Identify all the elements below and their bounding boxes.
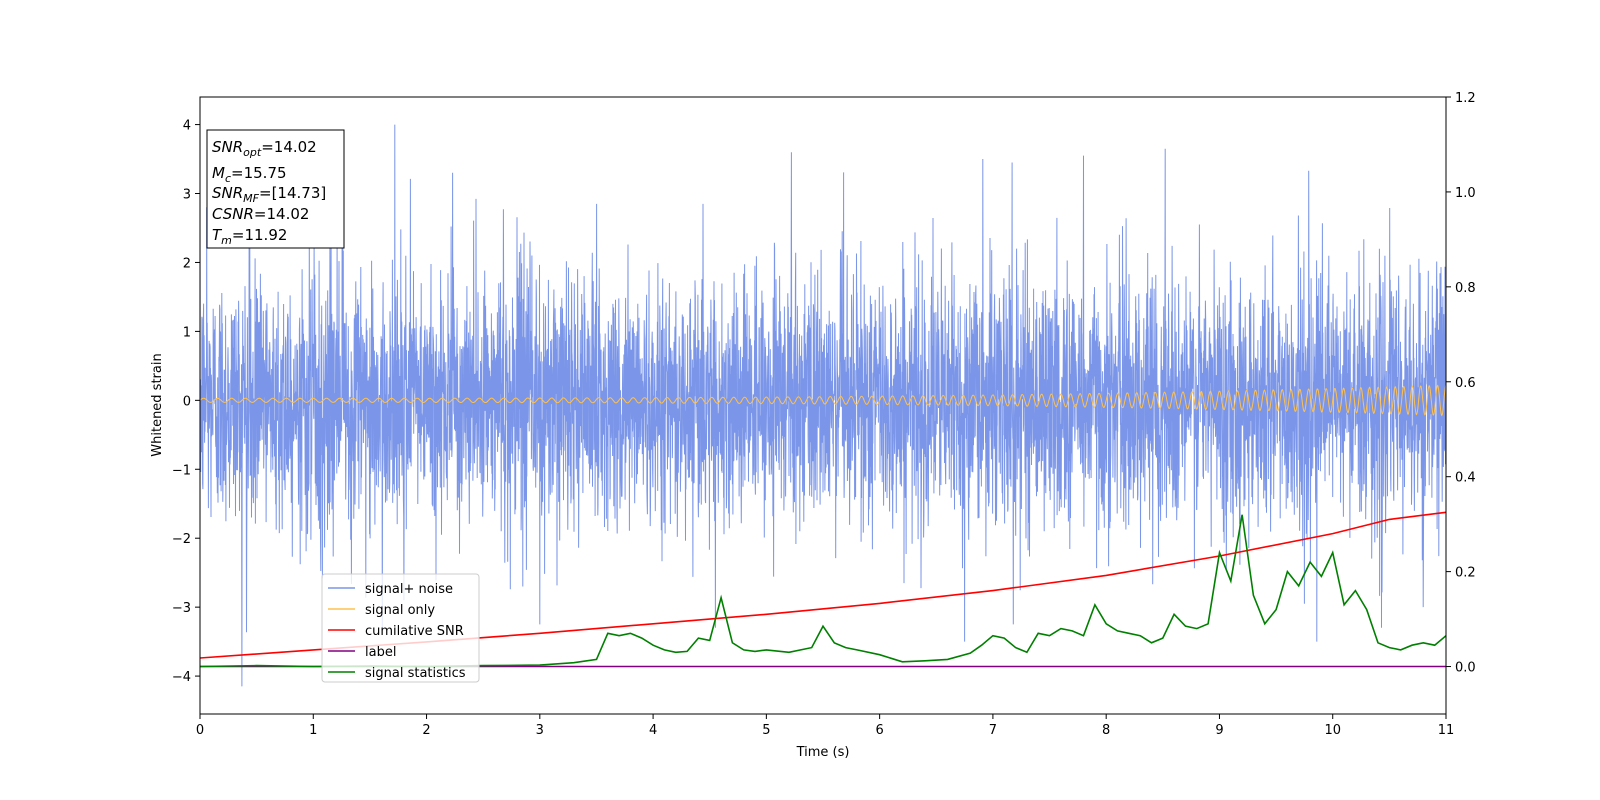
y-tick-label: −1 — [172, 463, 191, 478]
y-tick-label: 4 — [183, 119, 191, 134]
info-variable: SNR — [212, 184, 243, 202]
x-axis-label: Time (s) — [796, 745, 850, 760]
y2-tick-label: 0.6 — [1455, 376, 1476, 391]
x-tick-label: 7 — [989, 723, 997, 738]
legend-label-cumilative-snr: cumilative SNR — [365, 624, 464, 639]
x-tick-label: 6 — [875, 723, 883, 738]
info-row: SNRopt=14.02 — [212, 138, 317, 159]
x-tick-label: 0 — [196, 723, 204, 738]
y-tick-label: −2 — [172, 532, 191, 547]
legend-label-label: label — [365, 645, 396, 660]
y-tick-label: −4 — [172, 670, 191, 685]
y-tick-label: 1 — [183, 325, 191, 340]
legend-label-signal-statistics: signal statistics — [365, 666, 466, 681]
y2-tick-label: 1.2 — [1455, 91, 1476, 106]
series-line-signal-noise — [200, 124, 1446, 687]
info-variable: CSNR — [212, 205, 254, 223]
info-subscript: m — [221, 234, 232, 247]
x-tick-label: 1 — [309, 723, 317, 738]
x-tick-label: 9 — [1215, 723, 1223, 738]
info-subscript: opt — [243, 146, 262, 159]
y-tick-label: −3 — [172, 601, 191, 616]
x-tick-label: 8 — [1102, 723, 1110, 738]
legend-frame — [321, 573, 480, 683]
info-row: CSNR=14.02 — [212, 205, 309, 223]
info-row: Mc=15.75 — [212, 164, 287, 185]
y2-tick-label: 0.4 — [1455, 471, 1476, 486]
info-subscript: c — [225, 172, 231, 185]
info-value: =[14.73] — [259, 184, 326, 202]
info-value: =14.02 — [254, 205, 310, 223]
legend-label-signal-noise: signal+ noise — [365, 582, 453, 597]
y-tick-label: 2 — [183, 256, 191, 271]
x-tick-label: 10 — [1324, 723, 1341, 738]
y-axis-label: Whitened strain — [150, 353, 165, 456]
y-tick-label: 0 — [183, 394, 191, 409]
info-box: SNRopt=14.02Mc=15.75SNRMF=[14.73]CSNR=14… — [206, 129, 345, 249]
y2-tick-label: 0.0 — [1455, 661, 1476, 676]
legend: signal+ noise signal only cumilative SNR la… — [321, 573, 480, 683]
x-tick-label: 3 — [536, 723, 544, 738]
info-value: =15.75 — [231, 164, 287, 182]
info-variable: M — [212, 164, 225, 182]
x-tick-label: 2 — [422, 723, 430, 738]
y2-tick-label: 1.0 — [1455, 186, 1476, 201]
x-tick-label: 5 — [762, 723, 770, 738]
x-tick-label: 11 — [1438, 723, 1455, 738]
info-variable: T — [212, 226, 223, 244]
y2-tick-label: 0.2 — [1455, 566, 1476, 581]
y2-tick-label: 0.8 — [1455, 281, 1476, 296]
legend-label-signal-only: signal only — [365, 603, 435, 618]
info-box-frame — [206, 129, 345, 249]
info-row: Tm=11.92 — [212, 226, 287, 247]
info-variable: SNR — [212, 138, 243, 156]
y-axis-right: 0.0 0.2 0.4 0.6 0.8 1.0 1.2 — [1446, 91, 1476, 676]
x-axis: 0 1 2 3 4 5 6 7 8 9 10 11 — [196, 714, 1454, 738]
y-axis-left: −4 −3 −2 −1 0 1 2 3 4 — [172, 119, 200, 685]
info-subscript: MF — [243, 192, 259, 205]
info-row: SNRMF=[14.73] — [212, 184, 326, 205]
info-value: =11.92 — [232, 226, 288, 244]
y-tick-label: 3 — [183, 188, 191, 203]
series-line-signal-only — [200, 384, 1446, 417]
plot-frame — [199, 96, 1447, 715]
series-line-signal-statistics — [200, 514, 1446, 668]
x-tick-label: 4 — [649, 723, 657, 738]
info-value: =14.02 — [261, 138, 317, 156]
